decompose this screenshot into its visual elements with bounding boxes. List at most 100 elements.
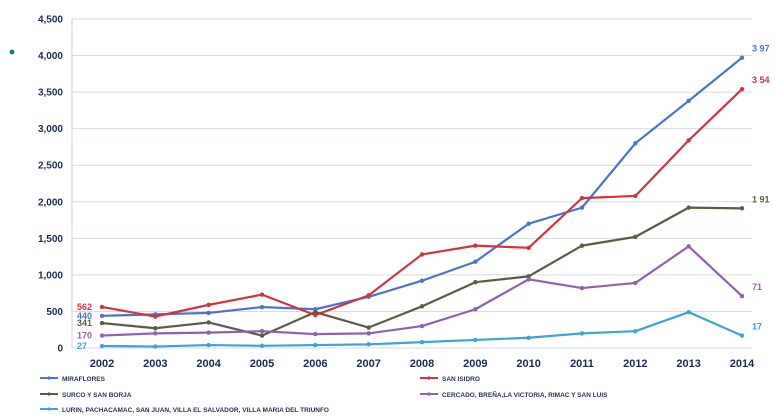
data-point: [739, 206, 745, 211]
data-point: [633, 328, 638, 334]
legend-marker: [427, 392, 431, 396]
data-point: [366, 293, 371, 298]
y-tick-label: 4,500: [38, 15, 63, 26]
data-point: [313, 342, 318, 348]
data-point: [526, 277, 531, 282]
data-point: [419, 252, 425, 257]
legend-label: CERCADO, BREÑA,LA VICTORIA, RIMAC Y SAN …: [442, 390, 608, 399]
y-tick-label: 1,000: [38, 270, 63, 281]
start-value-label: 341: [77, 318, 92, 328]
y-tick-label: 3,000: [38, 124, 63, 135]
y-axis: 0 500 1,000 1,500 2,000 2,500 3,000 3,500 4,000 4…: [38, 15, 63, 355]
data-point: [633, 280, 638, 286]
data-point: [419, 278, 425, 283]
y-tick-label: 3,500: [38, 88, 63, 99]
data-point: [366, 342, 371, 347]
legend-label: SAN ISIDRO: [442, 376, 480, 383]
data-point: [686, 98, 691, 104]
data-point: [259, 304, 265, 310]
data-point: [99, 313, 105, 319]
data-point: [633, 193, 638, 199]
legend-marker: [427, 376, 431, 380]
series-line: [101, 245, 743, 337]
data-point: [153, 331, 158, 336]
x-tick-label: 2006: [303, 358, 327, 370]
data-point: [526, 335, 531, 340]
x-tick-label: 2011: [570, 358, 594, 370]
legend-marker: [47, 376, 51, 380]
data-point: [259, 333, 265, 338]
data-point: [153, 326, 158, 331]
data-point: [313, 331, 318, 337]
data-point: [99, 343, 105, 349]
legend-label: SURCO Y SAN BORJA: [62, 392, 132, 399]
data-point: [366, 325, 371, 330]
series-line: [101, 56, 743, 317]
data-point: [99, 304, 105, 310]
x-tick-label: 2005: [250, 358, 274, 370]
x-tick-label: 2012: [623, 358, 647, 370]
x-tick-label: 2009: [463, 358, 487, 370]
data-point: [526, 221, 531, 226]
start-value-label: 170: [77, 331, 92, 341]
start-value-label: 562: [77, 302, 92, 312]
data-point: [633, 141, 638, 146]
start-value-label: 440: [77, 311, 92, 321]
bullet-dot: [9, 49, 15, 55]
x-tick-label: 2008: [410, 358, 434, 370]
data-point: [153, 344, 158, 349]
data-point: [579, 205, 585, 210]
x-tick-label: 2007: [356, 358, 380, 370]
data-point: [206, 330, 211, 335]
data-point: [366, 331, 371, 336]
legend-marker: [47, 392, 51, 396]
x-tick-label: 2002: [90, 358, 114, 370]
data-point: [206, 320, 211, 325]
x-tick-label: 2013: [676, 358, 700, 370]
data-point: [259, 343, 265, 349]
data-point: [473, 243, 478, 248]
data-point: [99, 320, 105, 326]
data-point: [579, 195, 585, 201]
data-point: [473, 280, 478, 285]
y-tick-label: 0: [57, 344, 63, 355]
data-point: [206, 342, 211, 348]
data-point: [473, 337, 478, 343]
data-point: [419, 304, 425, 309]
x-axis: 2002 2003 2004 2005 2006 2007 2008 2009 2010 2011…: [90, 358, 755, 370]
data-point: [473, 307, 478, 312]
data-point: [526, 245, 531, 251]
x-tick-label: 2004: [196, 358, 221, 370]
legend-label: LURIN, PACHACAMAC, SAN JUAN, VILLA EL SA…: [62, 407, 329, 414]
data-point: [579, 243, 585, 248]
data-point: [686, 309, 691, 315]
data-point: [633, 234, 638, 240]
end-value-label: 3 54: [752, 75, 770, 85]
end-value-label: 71: [752, 282, 762, 292]
end-value-label: 3 97: [752, 44, 770, 54]
data-point: [686, 244, 691, 249]
end-value-label: 17: [752, 322, 762, 332]
data-point: [739, 86, 745, 92]
data-point: [419, 323, 425, 329]
y-tick-label: 2,500: [38, 161, 63, 172]
data-point: [419, 339, 425, 345]
data-point: [313, 309, 318, 315]
data-point: [739, 55, 745, 60]
data-point: [579, 285, 585, 291]
y-tick-label: 2,000: [38, 197, 63, 208]
y-tick-label: 500: [46, 307, 63, 318]
y-tick-label: 4,000: [38, 51, 63, 62]
legend: MIRAFLORES SAN ISIDRO SURCO Y SAN BORJA CER…: [40, 376, 608, 414]
x-tick-label: 2014: [730, 358, 755, 370]
end-value-label: 1 91: [752, 194, 770, 204]
legend-marker: [47, 407, 51, 411]
start-value-label: 27: [77, 341, 87, 351]
x-tick-label: 2010: [516, 358, 540, 370]
data-point: [686, 138, 691, 143]
series-line: [101, 206, 743, 337]
series-layer: [99, 55, 745, 349]
grid-layer: [71, 18, 752, 349]
